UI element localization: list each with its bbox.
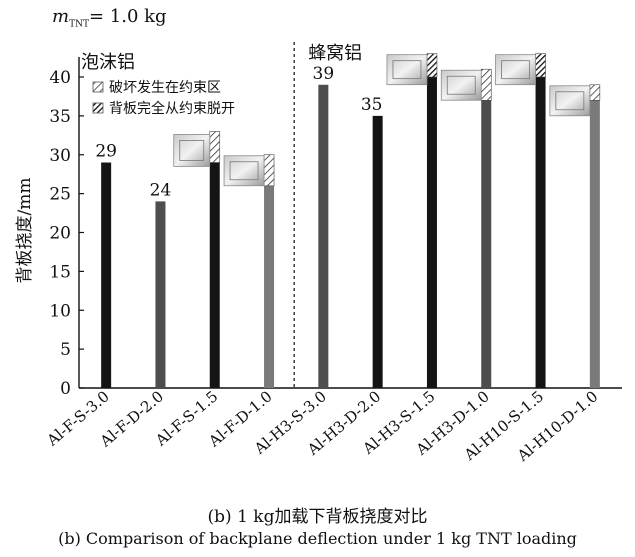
bar-hatch-Al-H3-S-1.5 bbox=[426, 53, 438, 78]
specimen-photos bbox=[173, 54, 591, 187]
group-label-honeycomb: 蜂窝铝 bbox=[308, 43, 362, 64]
y-axis-title: 背板挠度/mm bbox=[15, 178, 35, 284]
data-label-Al-F-D-2.0: 24 bbox=[150, 180, 172, 200]
data-label-Al-H3-D-2.0: 35 bbox=[361, 95, 383, 115]
y-tick-label: 30 bbox=[49, 146, 71, 166]
y-tick-label: 5 bbox=[60, 340, 71, 360]
bar-hatch-Al-F-D-1.0 bbox=[263, 154, 275, 187]
caption-chinese: (b) 1 kg加载下背板挠度对比 bbox=[207, 507, 428, 527]
bar-Al-H3-D-1.0 bbox=[481, 100, 492, 388]
specimen-photo bbox=[495, 54, 536, 86]
legend-label-detached: 背板完全从约束脱开 bbox=[109, 100, 235, 117]
bar-Al-F-D-2.0 bbox=[155, 201, 166, 388]
specimen-photo bbox=[386, 54, 428, 86]
specimen-photo-detail bbox=[555, 91, 585, 111]
mass-subscript: TNT bbox=[69, 19, 89, 30]
bar-Al-H3-S-3.0 bbox=[318, 84, 329, 389]
bar-Al-H10-D-1.0 bbox=[589, 100, 600, 388]
bar-hatch-Al-H10-S-1.5 bbox=[535, 53, 546, 78]
y-tick-label: 20 bbox=[49, 224, 71, 244]
legend-label-boundary: 破坏发生在约束区 bbox=[109, 80, 221, 96]
specimen-photo bbox=[440, 69, 482, 101]
legend-swatch-boundary bbox=[92, 81, 104, 93]
caption-english: (b) Comparison of backplane deflection u… bbox=[58, 529, 577, 548]
y-tick-label: 25 bbox=[49, 185, 71, 205]
y-tick-label: 10 bbox=[49, 301, 71, 321]
data-label-Al-F-S-3.0: 29 bbox=[95, 142, 117, 162]
y-tick-label: 15 bbox=[49, 262, 71, 282]
y-tick-label: 35 bbox=[49, 107, 71, 127]
bar-hatch-Al-F-S-1.5 bbox=[209, 131, 221, 163]
legend-swatch-detached bbox=[92, 102, 104, 114]
specimen-photo-detail bbox=[501, 60, 530, 80]
bar-Al-H3-S-1.5 bbox=[426, 77, 437, 388]
mass-label: mTNT= 1.0 kg bbox=[52, 6, 167, 30]
specimen-photo-detail bbox=[229, 161, 259, 181]
specimen-photo-detail bbox=[179, 140, 205, 161]
bar-Al-H3-D-2.0 bbox=[372, 115, 383, 388]
bars bbox=[101, 53, 601, 389]
deflection-bar-chart: 0 5 10 15 20 25 30 35 40 背板挠度/mm 泡沫铝 蜂窝铝破坏发生在约束区背板… bbox=[15, 42, 622, 465]
data-label-Al-H3-S-3.0: 39 bbox=[313, 64, 335, 84]
bar-Al-F-S-3.0 bbox=[101, 162, 112, 388]
specimen-photo bbox=[173, 134, 211, 167]
bar-hatch-Al-H10-D-1.0 bbox=[589, 84, 601, 101]
mass-value: = 1.0 kg bbox=[88, 6, 167, 27]
specimen-photo-detail bbox=[446, 75, 476, 95]
specimen-photo bbox=[223, 155, 265, 187]
bar-Al-F-S-1.5 bbox=[209, 162, 220, 388]
group-label-foam: 泡沫铝 bbox=[81, 52, 135, 73]
bar-Al-H10-S-1.5 bbox=[535, 77, 546, 388]
specimen-photo-detail bbox=[392, 60, 422, 80]
y-tick-label: 40 bbox=[49, 68, 71, 88]
bar-Al-F-D-1.0 bbox=[264, 185, 275, 388]
bar-hatch-Al-H3-D-1.0 bbox=[480, 68, 492, 101]
specimen-photo bbox=[549, 85, 591, 117]
mass-symbol: m bbox=[52, 6, 70, 27]
axes: 0 5 10 15 20 25 30 35 40 背板挠度/mm bbox=[15, 42, 622, 399]
y-tick-label: 0 bbox=[60, 379, 71, 399]
